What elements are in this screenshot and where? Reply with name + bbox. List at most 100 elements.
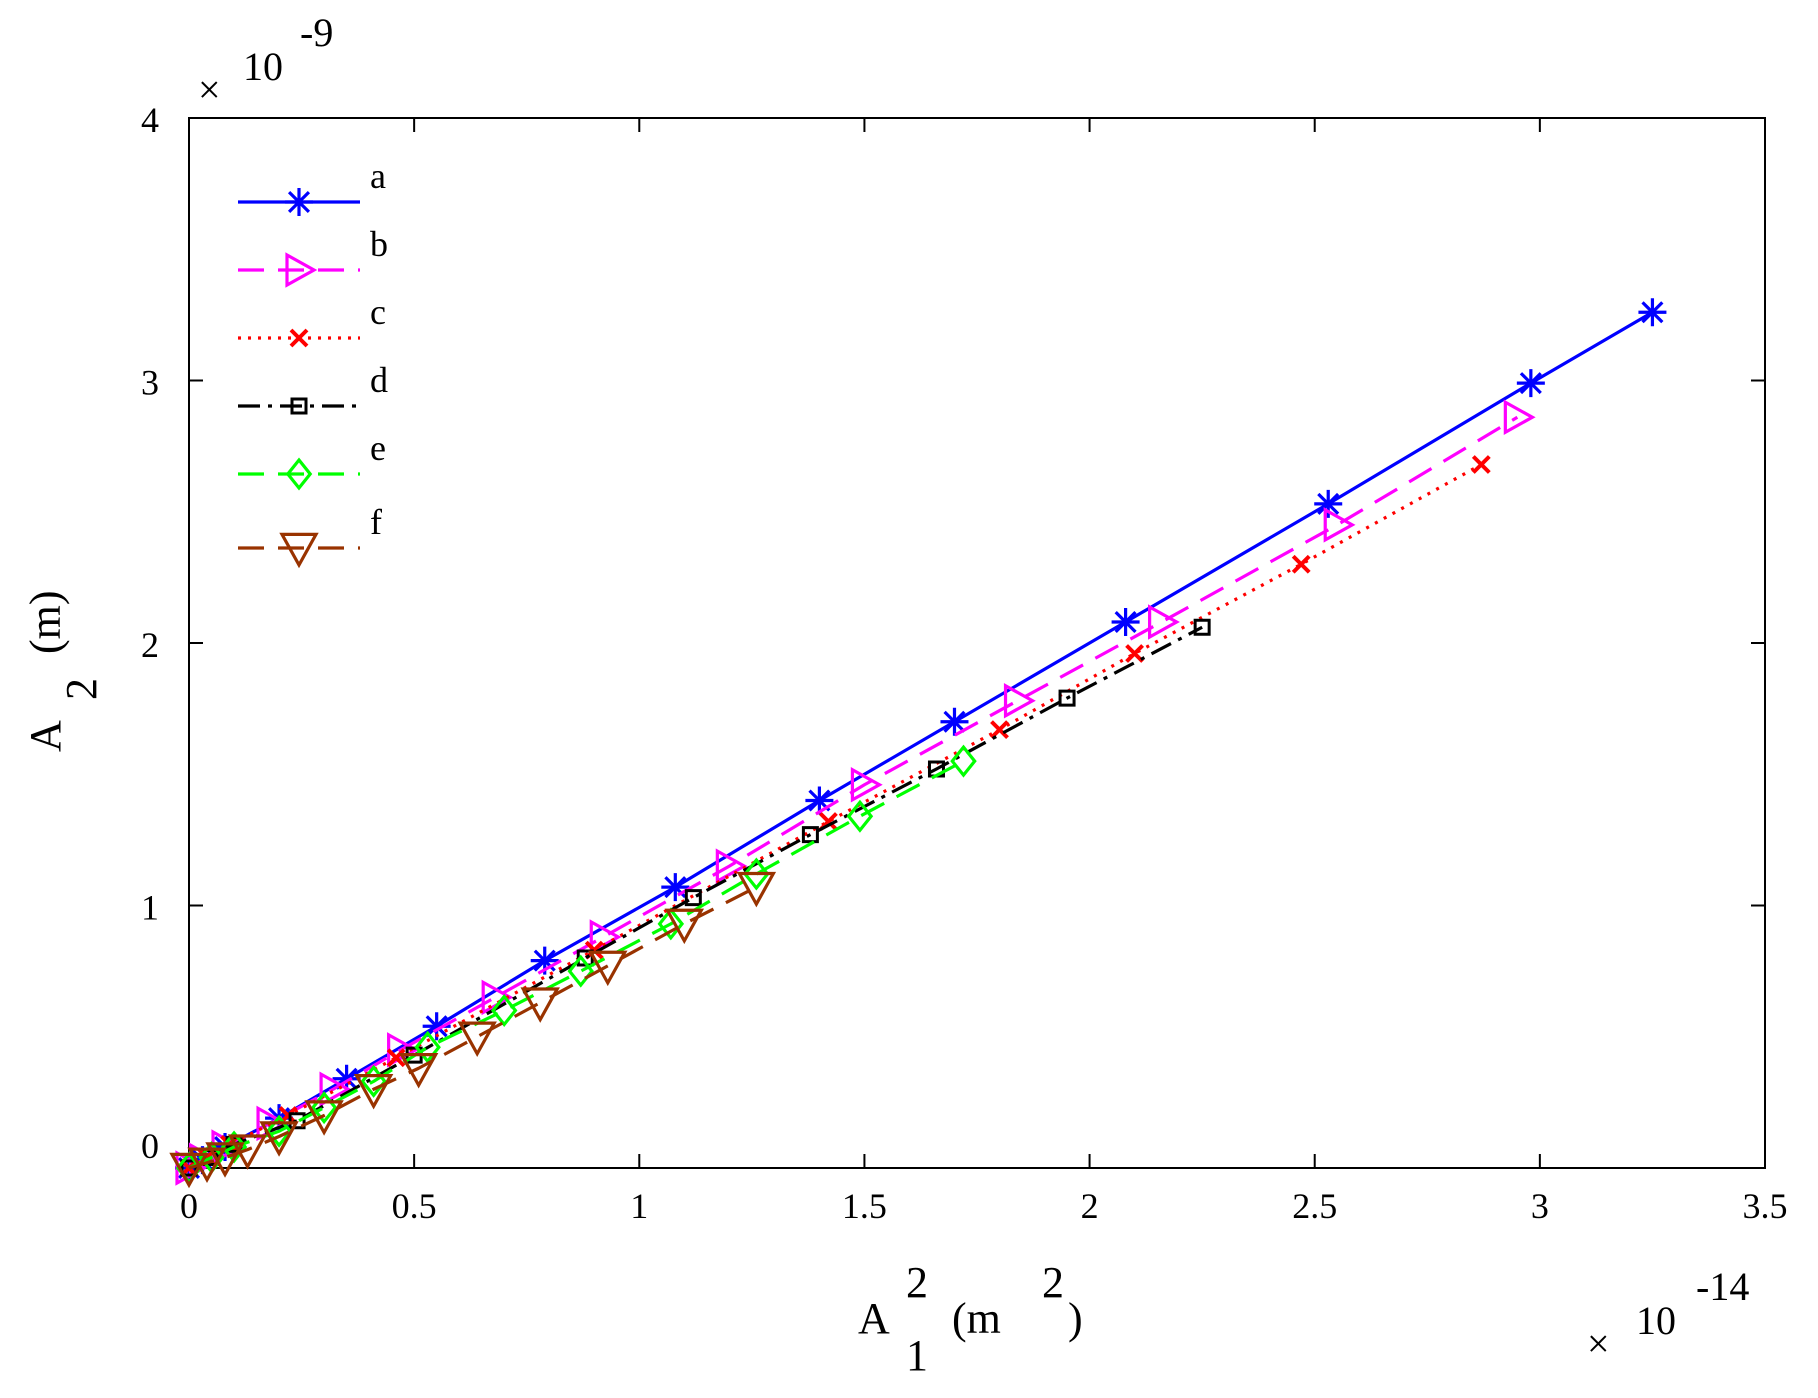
data-point-b [715, 848, 748, 884]
data-point-d [288, 1112, 306, 1130]
legend-item-e: e [238, 428, 386, 491]
x-multiplier: × 10 -14 [1587, 1264, 1749, 1366]
data-point-a [1516, 369, 1545, 398]
data-point-f [304, 1100, 344, 1136]
x-multiplier-exponent: -14 [1696, 1264, 1749, 1309]
legend-marker-d [290, 397, 308, 415]
data-point-f [588, 950, 628, 987]
legend-label-f: f [370, 502, 382, 542]
x-tick-label: 2 [1081, 1186, 1099, 1226]
y-multiplier-base: 10 [243, 44, 283, 89]
x-axis-label-sup: 2 [906, 1258, 928, 1307]
data-point-f [169, 1152, 209, 1189]
x-tick-label: 2.5 [1292, 1186, 1337, 1226]
x-axis-label-unit-sup: 2 [1042, 1258, 1064, 1307]
data-point-f [457, 1021, 497, 1058]
legend-item-c: c [238, 292, 386, 348]
legend-label-b: b [370, 224, 388, 264]
x-tick-label: 0.5 [392, 1186, 437, 1226]
data-point-e [657, 907, 685, 941]
x-tick-label: 3.5 [1743, 1186, 1788, 1226]
data-point-b [319, 1071, 352, 1107]
series-line-e [188, 759, 965, 1170]
data-point-e [950, 744, 977, 778]
legend-marker-c [289, 328, 309, 348]
x-axis-label-unit-pre: (m [952, 1294, 1001, 1343]
y-tick-label: 4 [141, 100, 159, 140]
legend-label-e: e [370, 428, 386, 468]
data-point-b [1003, 683, 1036, 719]
data-point-e [490, 993, 518, 1028]
data-point-b [1503, 399, 1536, 435]
data-point-c [1291, 554, 1311, 574]
y-multiplier-symbol: × [198, 67, 221, 112]
series-layer [169, 298, 1667, 1189]
y-tick-label: 1 [141, 888, 159, 928]
x-multiplier-symbol: × [1587, 1321, 1610, 1366]
data-point-b [1323, 507, 1356, 543]
data-point-c [1125, 644, 1145, 663]
data-point-f [736, 871, 777, 908]
data-point-e [265, 1114, 293, 1148]
y-axis-label-sub: 2 [57, 678, 106, 700]
legend-item-b: b [238, 224, 388, 288]
data-point-d [1058, 689, 1076, 707]
y-tick-label: 3 [141, 363, 159, 403]
data-point-e [846, 799, 874, 833]
data-point-a [1314, 489, 1343, 518]
legend-label-c: c [370, 292, 386, 332]
legend-marker-e [285, 457, 313, 491]
data-point-d [180, 1159, 198, 1177]
plot-area [188, 117, 1766, 1169]
data-point-f [259, 1121, 299, 1157]
legend-label-d: d [370, 360, 388, 400]
x-axis-label-base: A [858, 1294, 890, 1343]
data-point-f [664, 908, 705, 945]
data-point-b [1148, 604, 1180, 640]
legend-marker-a [285, 188, 313, 216]
data-point-c [386, 1048, 406, 1068]
y-multiplier: × 10 -9 [198, 10, 333, 112]
data-point-c [1471, 455, 1491, 474]
data-point-f [227, 1134, 268, 1170]
x-axis-label: A 2 1 (m 2 ) [858, 1258, 1083, 1380]
y-tick-label: 2 [141, 625, 159, 665]
series-f [169, 871, 777, 1189]
data-point-e [743, 857, 770, 891]
data-point-a [1638, 298, 1667, 327]
x-axis-label-unit-post: ) [1068, 1294, 1083, 1343]
series-line-f [188, 885, 758, 1170]
y-axis-label-base: A [21, 720, 70, 752]
data-point-f [520, 987, 560, 1023]
legend-item-d: d [238, 360, 388, 415]
y-axis-label: A 2 (m) [21, 590, 106, 752]
data-point-d [1193, 618, 1211, 636]
x-axis-label-sub: 1 [906, 1331, 928, 1380]
data-point-f [398, 1053, 439, 1089]
legend-item-a: a [238, 156, 386, 216]
legend-label-a: a [370, 156, 386, 196]
data-point-d [684, 889, 702, 907]
y-axis-label-unit: (m) [21, 590, 70, 654]
x-tick-label: 0 [180, 1186, 198, 1226]
data-point-f [205, 1142, 245, 1178]
data-point-c [990, 720, 1009, 740]
legend-item-f: f [238, 502, 382, 569]
data-point-e [414, 1030, 441, 1064]
axis-ticks: 0 0.5 1 1.5 2 2.5 3 3.5 0 1 2 3 4 [141, 100, 1788, 1226]
data-point-f [353, 1074, 394, 1110]
legend-marker-f [279, 532, 319, 569]
x-tick-label: 1.5 [842, 1186, 887, 1226]
legend-marker-b [285, 252, 318, 288]
data-point-a [940, 707, 969, 736]
data-point-a [1111, 608, 1140, 636]
y-tick-label: 0 [141, 1126, 159, 1166]
data-point-d [801, 826, 819, 844]
data-point-e [567, 954, 594, 988]
data-point-a [805, 786, 834, 815]
x-multiplier-base: 10 [1636, 1298, 1676, 1343]
data-point-b [850, 767, 883, 803]
